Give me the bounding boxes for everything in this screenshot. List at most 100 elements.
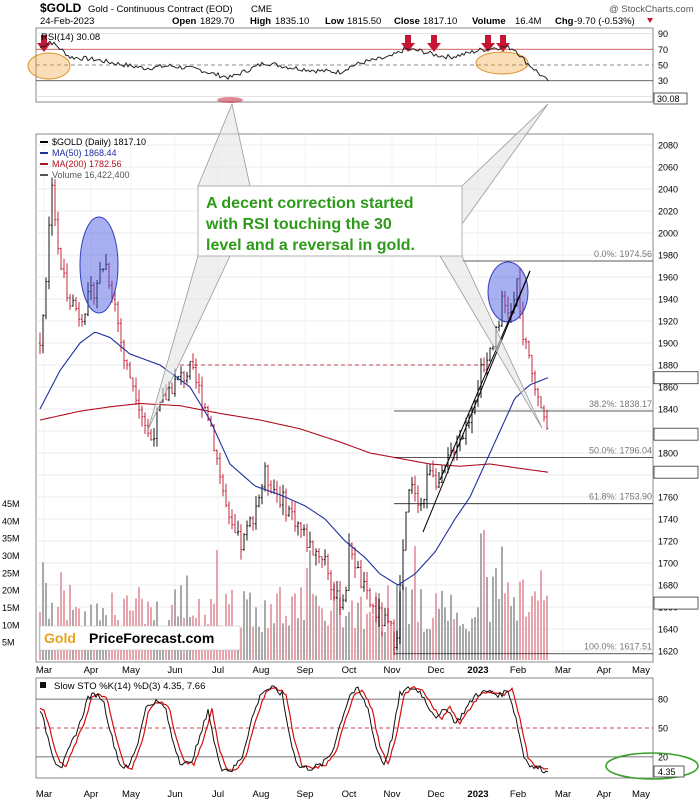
- trendline: [439, 270, 531, 481]
- volume-label: Volume: [472, 16, 506, 27]
- sto-highlight-oval: [605, 752, 699, 780]
- price-tick-label: 1860: [658, 383, 678, 393]
- x-tick-label: Dec: [428, 665, 445, 676]
- rsi-highlight-oval: [27, 52, 71, 80]
- fibonacci-levels: 0.0%: 1974.56 38.2%: 1838.17 50.0%: 1796.0…: [180, 249, 653, 655]
- volume-bar: [474, 617, 476, 660]
- price-bar: [104, 253, 108, 271]
- annotation-line-3: level and a reversal in gold.: [206, 237, 415, 254]
- price-bar: [302, 524, 306, 537]
- x-tick-label-bottom: Nov: [384, 789, 401, 800]
- price-bar: [230, 509, 234, 530]
- price-bar: [56, 211, 60, 255]
- x-tick-label-bottom: Sep: [297, 789, 314, 800]
- volume-bar: [504, 593, 506, 660]
- price-bar: [320, 556, 324, 569]
- price-bar: [353, 547, 357, 579]
- price-bar: [140, 405, 144, 427]
- exchange: CME: [251, 4, 272, 15]
- x-tick-label: Nov: [384, 665, 401, 676]
- price-bar: [83, 313, 87, 326]
- volume-bar: [546, 595, 548, 660]
- price-bar: [335, 580, 339, 599]
- volume-bar: [342, 627, 344, 660]
- volume-bar: [534, 591, 536, 660]
- price-bar: [263, 462, 267, 492]
- price-bar: [380, 602, 384, 637]
- price-bar: [398, 575, 402, 644]
- x-tick-label-bottom: Feb: [510, 789, 526, 800]
- volume-bar: [345, 616, 347, 660]
- price-bar: [242, 533, 246, 551]
- volume-bar: [324, 620, 326, 660]
- price-tick-label: 1980: [658, 251, 678, 261]
- sto-tick-label: 20: [658, 752, 668, 762]
- price-bar: [257, 494, 261, 508]
- volume-bar: [537, 600, 539, 660]
- price-bar: [203, 402, 207, 410]
- close-value: 1817.10: [423, 16, 457, 27]
- volume-bar: [429, 629, 431, 660]
- legend-text: $GOLD (Daily) 1817.10: [52, 137, 146, 147]
- rsi-highlight-oval: [475, 51, 529, 75]
- volume-bar: [486, 577, 488, 660]
- price-bar: [539, 396, 543, 409]
- volume-tick-label: 25M: [2, 568, 20, 578]
- volume-bar: [444, 607, 446, 660]
- volume-bar: [420, 589, 422, 660]
- price-bar: [395, 630, 399, 650]
- price-bar: [473, 399, 477, 415]
- sto-legend-icon: [40, 682, 46, 688]
- x-tick-label: Jul: [212, 665, 224, 676]
- volume-bar: [339, 597, 341, 660]
- volume-bar: [273, 623, 275, 660]
- price-bar: [77, 302, 81, 327]
- price-bar: [296, 521, 300, 536]
- rsi-value-tag-text: 30.08: [657, 94, 680, 104]
- volume-value: 16.4M: [515, 16, 541, 27]
- volume-bar: [519, 581, 521, 660]
- price-bar: [425, 464, 429, 509]
- price-bar: [350, 542, 354, 560]
- price-bar: [65, 263, 69, 302]
- volume-bar: [423, 631, 425, 660]
- price-tick-label: 1940: [658, 295, 678, 305]
- price-bar: [524, 337, 528, 349]
- price-bar: [326, 553, 330, 581]
- price-tick-label: 1680: [658, 581, 678, 591]
- description: Gold - Continuous Contract (EOD): [88, 4, 233, 15]
- x-tick-label-bottom: Aug: [253, 789, 270, 800]
- fib-label: 0.0%: 1974.56: [594, 249, 652, 259]
- volume-bar: [477, 607, 479, 660]
- volume-bar: [285, 615, 287, 660]
- x-tick-label: Oct: [342, 665, 357, 676]
- price-tick-label: 1620: [658, 647, 678, 657]
- down-triangle-icon: [647, 18, 653, 23]
- rsi-tick-label: 50: [658, 61, 668, 71]
- x-tick-label: 2023: [467, 665, 488, 676]
- annotation: A decent correction started with RSI tou…: [147, 102, 549, 431]
- price-annotations: [79, 216, 531, 533]
- high-value: 1835.10: [275, 16, 309, 27]
- price-bar: [98, 261, 102, 284]
- x-tick-label-bottom: Dec: [428, 789, 445, 800]
- highlight-circle: [79, 216, 119, 314]
- price-bar: [113, 289, 117, 312]
- price-bar: [383, 607, 387, 627]
- price-tick-label: 1800: [658, 449, 678, 459]
- volume-bar: [318, 605, 320, 660]
- volume-bar: [465, 628, 467, 660]
- logo-gold: Gold: [44, 630, 76, 646]
- volume-bar: [294, 593, 296, 660]
- volume-bar: [495, 568, 497, 660]
- price-bar: [95, 280, 99, 309]
- volume-bar: [231, 589, 233, 660]
- rsi-line: [39, 40, 549, 81]
- volume-bar: [258, 626, 260, 660]
- volume-bar: [330, 610, 332, 660]
- price-bar: [419, 497, 423, 512]
- volume-bar: [390, 624, 392, 660]
- sto-tick-label: 80: [658, 695, 668, 705]
